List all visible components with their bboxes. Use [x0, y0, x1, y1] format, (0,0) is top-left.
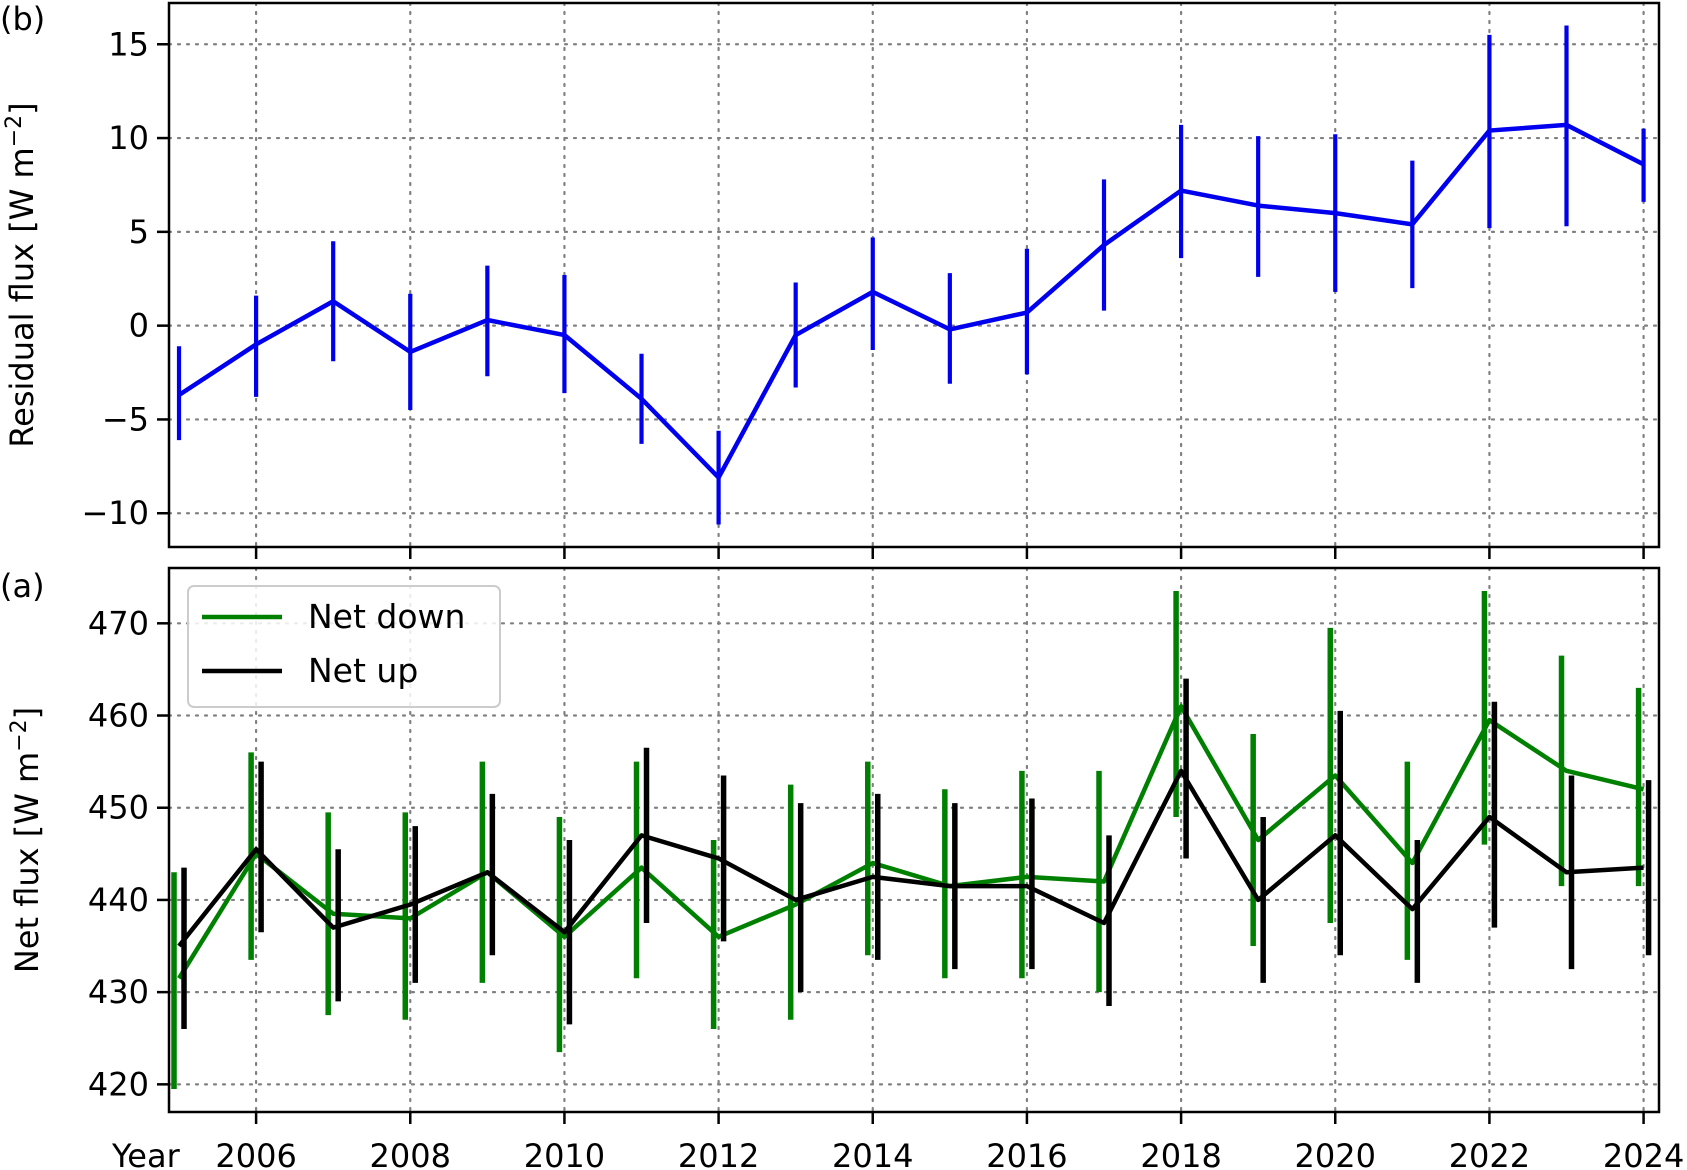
series-net-down	[171, 591, 1645, 1089]
y-tick-label: −10	[81, 494, 149, 532]
y-axis-label-net-flux: Net flux [W m−2]	[7, 707, 46, 973]
x-axis-label: Year	[111, 1137, 181, 1170]
x-tick-label: 2016	[986, 1137, 1067, 1170]
y-tick-label: 15	[108, 25, 149, 63]
grid-residual-flux	[167, 1, 1661, 549]
panel-residual-flux: −10 −5 0 5 10 15 (b) Residual flux [W m−2]	[0, 0, 1661, 559]
y-tick-label: 0	[129, 307, 149, 345]
y-tick-label: −5	[102, 400, 149, 438]
y-tick-label: 440	[88, 881, 149, 919]
y-axis-label-residual-flux: Residual flux [W m−2]	[2, 102, 41, 447]
x-tick-label: 2018	[1140, 1137, 1221, 1170]
plot-frame-residual-flux	[167, 1, 1661, 549]
x-tick-label: 2024	[1603, 1137, 1684, 1170]
panel-net-flux: 2006 2008 2010 2012 2014 2016 2018 2020 2022 2024…	[0, 566, 1684, 1170]
y-tick-label: 5	[129, 213, 149, 251]
y-tick-label: 470	[88, 604, 149, 642]
x-tick-label: 2014	[832, 1137, 913, 1170]
x-tick-label: 2020	[1295, 1137, 1376, 1170]
series-line	[177, 122, 1645, 480]
y-tick-label: 450	[88, 789, 149, 827]
y-tick-label: 10	[108, 119, 149, 157]
x-tick-label: 2010	[524, 1137, 605, 1170]
y-tick-label: 420	[88, 1065, 149, 1103]
series-net-up	[177, 678, 1652, 1030]
series-layer-residual-flux	[176, 25, 1646, 525]
ticks-net-flux: 2006 2008 2010 2012 2014 2016 2018 2020 2022 2024…	[88, 604, 1684, 1170]
x-tick-label: 2006	[215, 1137, 296, 1170]
series-line	[177, 704, 1645, 980]
x-tick-label: 2022	[1449, 1137, 1530, 1170]
series-residual-flux	[176, 25, 1646, 525]
series-line	[177, 768, 1644, 948]
y-tick-label: 430	[88, 973, 149, 1011]
series-layer-net-flux	[171, 591, 1652, 1089]
panel-label-a: (a)	[0, 567, 45, 605]
panel-label-b: (b)	[0, 0, 45, 38]
plot-frame-net-flux	[167, 566, 1661, 1114]
ticks-residual-flux: −10 −5 0 5 10 15	[81, 25, 1645, 559]
legend: Net down Net up	[187, 585, 501, 708]
legend-label-net-down: Net down	[308, 597, 465, 636]
x-tick-label: 2008	[370, 1137, 451, 1170]
legend-label-net-up: Net up	[308, 651, 418, 690]
y-tick-label: 460	[88, 697, 149, 735]
x-tick-label: 2012	[678, 1137, 759, 1170]
